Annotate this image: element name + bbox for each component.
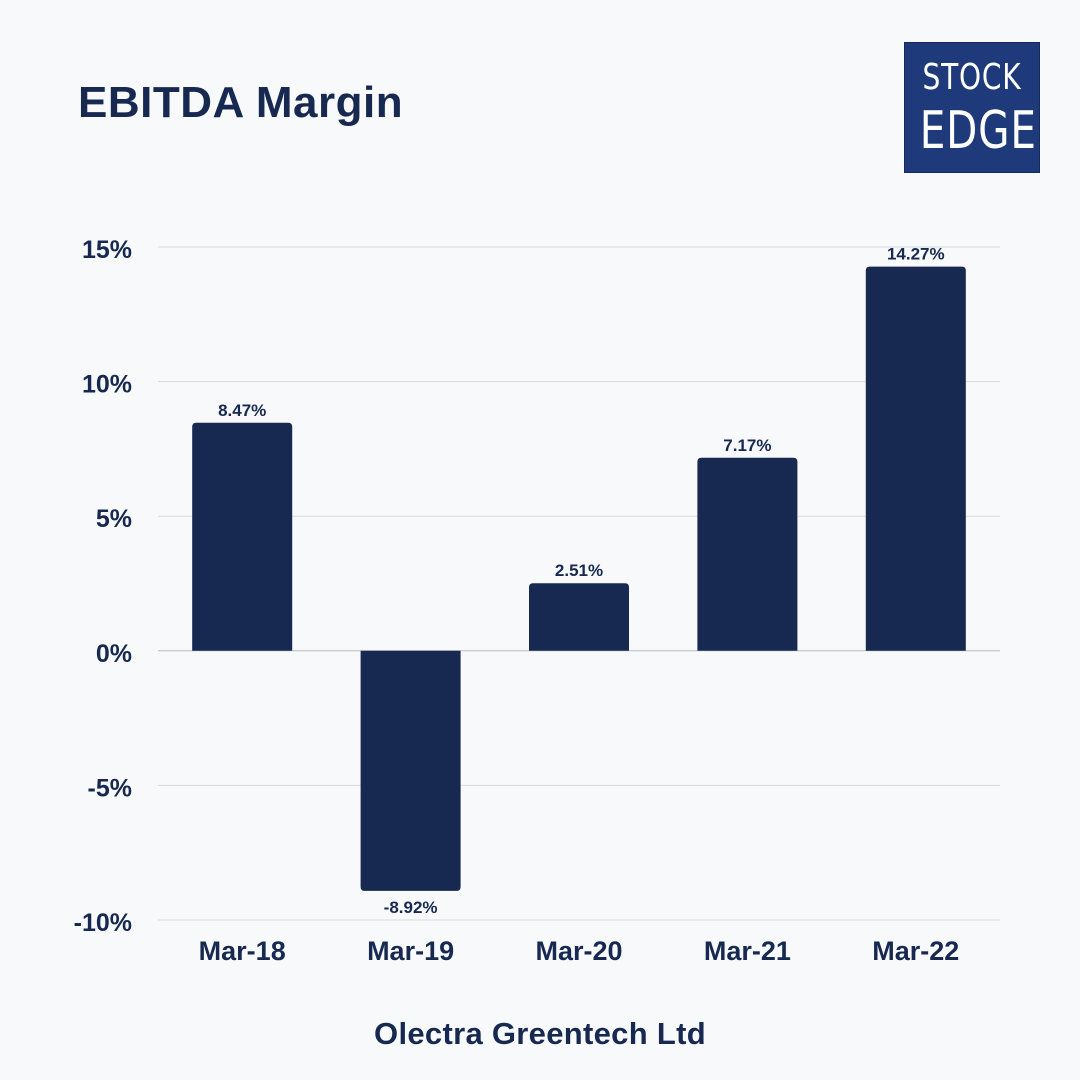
chart-title: EBITDA Margin	[78, 78, 404, 127]
bar-chart: 15% 10% 5% 0% -5% -10% 8.47% -8.92% 2.51% 7.17% 1…	[74, 236, 1000, 966]
bar-mar-21	[697, 457, 798, 651]
data-label: -8.92%	[384, 898, 438, 917]
y-tick-label: 0%	[96, 640, 132, 668]
data-label: 7.17%	[723, 436, 771, 455]
x-tick-label: Mar-22	[872, 936, 959, 966]
x-tick-label: Mar-20	[535, 936, 622, 966]
x-tick-label: Mar-19	[367, 936, 454, 966]
logo-line-2: EDGE	[919, 101, 1037, 161]
bar-mar-18	[192, 422, 293, 651]
x-tick-label: Mar-21	[704, 936, 791, 966]
x-axis-ticks: Mar-18 Mar-19 Mar-20 Mar-21 Mar-22	[199, 936, 960, 966]
y-tick-label: -10%	[74, 909, 132, 937]
bars	[192, 266, 966, 891]
logo-line-1: STOCK	[922, 57, 1022, 98]
y-tick-label: 15%	[82, 236, 132, 264]
y-axis-ticks: 15% 10% 5% 0% -5% -10%	[74, 236, 132, 937]
y-tick-label: 10%	[82, 371, 132, 399]
y-tick-label: -5%	[88, 774, 132, 802]
stockedge-logo: STOCK EDGE	[904, 42, 1040, 173]
bar-mar-19	[360, 650, 461, 891]
y-tick-label: 5%	[96, 505, 132, 533]
x-tick-label: Mar-18	[199, 936, 286, 966]
data-label: 2.51%	[555, 561, 603, 580]
bar-mar-20	[529, 583, 629, 651]
gridlines	[158, 246, 1000, 921]
data-label: 8.47%	[218, 401, 266, 420]
data-label: 14.27%	[887, 245, 945, 264]
company-name: Olectra Greentech Ltd	[374, 1016, 706, 1051]
data-labels: 8.47% -8.92% 2.51% 7.17% 14.27%	[218, 245, 945, 917]
bar-mar-22	[865, 266, 966, 651]
